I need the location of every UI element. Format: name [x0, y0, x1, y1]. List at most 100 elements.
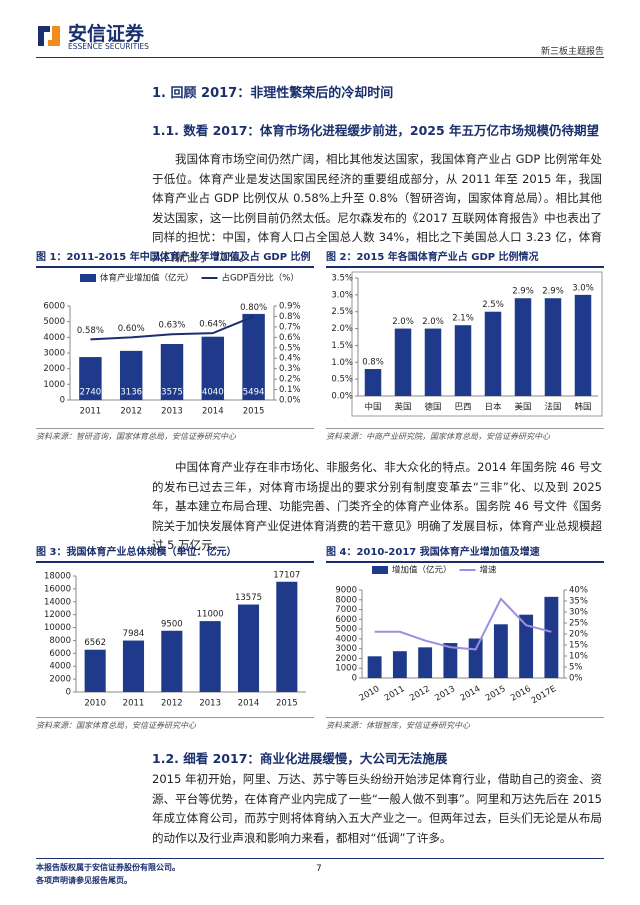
y-tick-label: 2000: [49, 675, 71, 685]
y-tick-label: 2000: [43, 364, 65, 374]
bar: [364, 369, 382, 396]
x-tick-label: 法国: [544, 402, 561, 413]
y-tick-label: 8000: [49, 636, 71, 646]
figure-title: 图 4：2010-2017 我国体育产业增加值及增速: [326, 543, 604, 563]
y-tick-label: 1000: [335, 664, 357, 674]
y-tick-label: 7000: [335, 605, 357, 615]
data-label: 2.9%: [512, 287, 534, 297]
bar: [392, 651, 407, 678]
y-tick-label: 14000: [44, 597, 71, 607]
data-label: 2.5%: [482, 300, 504, 310]
bar: [160, 343, 184, 400]
data-label: 5494: [243, 388, 265, 398]
paragraph: 中国体育产业存在非市场化、非服务化、非大众化的特点。2014 年国务院 46 号…: [152, 460, 602, 552]
bar: [418, 647, 433, 678]
bar: [367, 656, 382, 678]
y-tick-label: 3.5%: [331, 274, 353, 284]
bar: [276, 581, 298, 692]
figure-title: 图 1：2011-2015 年中国体育产业年增加值及占 GDP 比例: [36, 248, 314, 268]
y-tick-label: 12000: [44, 610, 71, 620]
data-label: 0.60%: [118, 324, 145, 334]
logo-en: ESSENCE SECURITIES: [68, 42, 149, 51]
x-tick-label: 2012: [408, 684, 432, 703]
figure-source: 资料来源：国家体育总局，安信证券研究中心: [36, 717, 314, 731]
header-rule: [36, 57, 604, 58]
data-label: 2.0%: [422, 317, 444, 327]
bar: [454, 325, 472, 396]
data-label: 3.0%: [572, 283, 594, 293]
bar: [484, 311, 502, 396]
bar: [237, 604, 260, 692]
x-tick-label: 2010: [358, 684, 382, 703]
y2-tick-label: 0.6%: [279, 333, 301, 343]
y-tick-label: 2.0%: [331, 324, 353, 334]
y2-tick-label: 0.3%: [279, 364, 301, 374]
x-tick-label: 2013: [199, 699, 221, 709]
y-tick-label: 4000: [49, 662, 71, 672]
y-tick-label: 2000: [335, 654, 357, 664]
y-tick-label: 9000: [335, 586, 357, 596]
y-tick-label: 6000: [43, 302, 65, 312]
data-label: 0.63%: [158, 321, 185, 331]
bar: [544, 298, 562, 396]
legend-label: 占GDP百分比（%）: [222, 273, 299, 284]
y2-tick-label: 35%: [569, 597, 588, 607]
data-label: 2.9%: [542, 287, 564, 297]
data-label: 2.1%: [452, 314, 474, 324]
x-tick-label: 中国: [364, 402, 381, 413]
bar: [161, 630, 183, 692]
y2-tick-label: 20%: [569, 630, 588, 640]
data-label: 0.64%: [199, 320, 226, 330]
line: [90, 315, 254, 341]
y-tick-label: 1000: [43, 380, 65, 390]
y2-tick-label: 15%: [569, 641, 588, 651]
y-tick-label: 3000: [43, 349, 65, 359]
logo-icon: [38, 26, 60, 46]
x-tick-label: 2014: [238, 699, 260, 709]
x-tick-label: 2015: [484, 684, 508, 703]
y2-tick-label: 30%: [569, 608, 588, 618]
y2-tick-label: 0.0%: [279, 396, 301, 406]
x-tick-label: 2012: [120, 407, 142, 417]
data-label: 7984: [123, 629, 145, 639]
y-tick-label: 6000: [49, 649, 71, 659]
y2-tick-label: 0.4%: [279, 354, 301, 364]
bar: [394, 328, 412, 396]
y-tick-label: 5000: [335, 625, 357, 635]
bar: [201, 336, 225, 400]
x-tick-label: 2015: [243, 407, 265, 417]
x-tick-label: 2016: [509, 684, 533, 703]
y2-tick-label: 0.5%: [279, 343, 301, 353]
y-tick-label: 10000: [44, 623, 71, 633]
x-tick-label: 韩国: [574, 402, 591, 413]
y2-tick-label: 10%: [569, 652, 588, 662]
x-tick-label: 2014: [459, 684, 483, 703]
subsection-title: 1.1. 数看 2017：体育市场化进程缓步前进，2025 年五万亿市场规模仍待…: [152, 123, 600, 138]
bar: [119, 350, 143, 400]
report-type: 新三板主题报告: [540, 47, 604, 57]
footer-text: 本报告版权属于安信证券股份有限公司。: [36, 863, 180, 872]
bar: [199, 621, 221, 692]
chart: 0 2000 4000 6000 8000 10000 12000 14000 16000 180…: [44, 570, 306, 709]
x-tick-label: 2011: [123, 699, 145, 709]
bar: [468, 638, 483, 678]
data-label: 13575: [235, 593, 262, 603]
y-tick-label: 0: [352, 674, 357, 684]
x-tick-label: 巴西: [454, 403, 471, 413]
y-tick-label: 5000: [43, 317, 65, 327]
y-tick-label: 1.0%: [331, 358, 353, 368]
y2-tick-label: 0.1%: [279, 385, 301, 395]
legend-swatch: [372, 566, 388, 574]
data-label: 0.8%: [362, 358, 384, 368]
data-label: 3136: [120, 388, 142, 398]
legend-label: 增加值（亿元）: [392, 565, 452, 576]
data-label: 9500: [161, 619, 183, 629]
bar: [544, 596, 559, 678]
x-tick-label: 2013: [433, 684, 457, 703]
x-tick-label: 2011: [383, 684, 407, 703]
y-tick-label: 0.5%: [331, 375, 353, 385]
line: [374, 597, 552, 651]
data-label: 0.80%: [240, 303, 267, 313]
